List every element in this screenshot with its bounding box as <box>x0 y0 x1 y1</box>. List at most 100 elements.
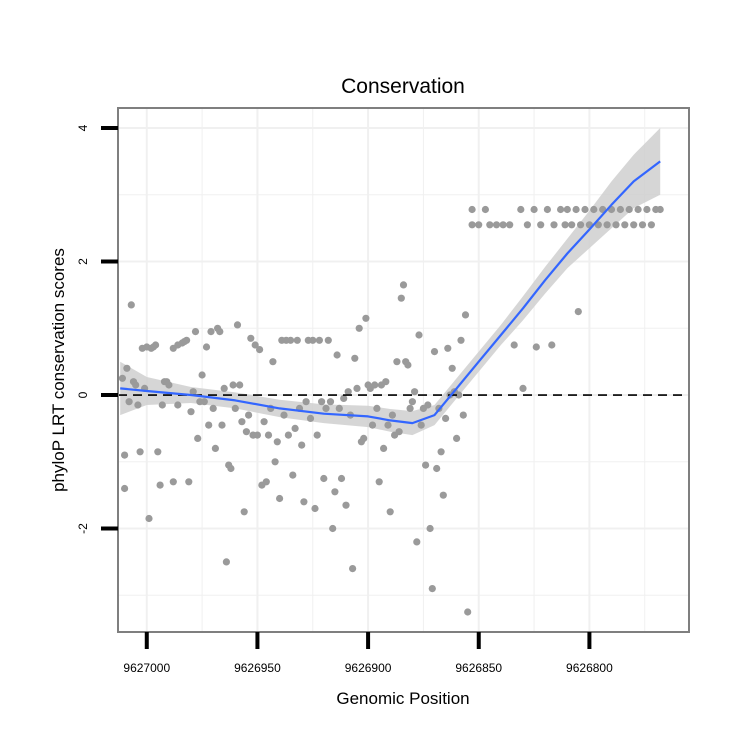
data-point <box>222 558 230 566</box>
data-point <box>322 404 330 412</box>
data-point <box>118 374 126 382</box>
data-point <box>227 464 235 473</box>
data-point <box>340 394 348 402</box>
data-point <box>413 538 421 546</box>
data-point <box>455 391 463 399</box>
data-point <box>616 205 625 214</box>
data-point <box>318 398 326 406</box>
data-point <box>324 336 332 344</box>
data-point <box>342 501 350 509</box>
data-point <box>643 205 651 214</box>
data-point <box>439 491 447 499</box>
data-point <box>300 498 308 506</box>
data-point <box>209 404 217 412</box>
y-tick-label: -2 <box>76 523 90 534</box>
data-point <box>313 431 321 439</box>
data-point <box>238 418 246 426</box>
data-point <box>406 404 414 412</box>
data-point <box>373 404 381 412</box>
x-tick-label: 9626950 <box>234 661 281 675</box>
data-point <box>121 451 129 459</box>
data-point <box>247 334 255 342</box>
data-point <box>335 404 343 412</box>
data-point <box>302 398 310 406</box>
data-point <box>134 401 142 409</box>
data-point <box>202 343 211 351</box>
data-point <box>355 324 363 332</box>
data-point <box>236 381 244 389</box>
data-point <box>399 281 408 289</box>
data-point <box>269 358 277 366</box>
data-point <box>581 205 589 214</box>
data-point <box>634 205 642 214</box>
data-point <box>349 565 357 573</box>
data-point <box>543 205 552 214</box>
y-axis-ticks: -2 0 2 4 <box>76 124 118 534</box>
x-tick-label: 9626800 <box>566 661 613 675</box>
data-point <box>519 384 527 392</box>
data-point <box>362 314 370 322</box>
data-point <box>194 434 202 442</box>
data-point <box>309 336 317 344</box>
data-point <box>444 344 452 352</box>
data-point <box>145 514 153 523</box>
data-point <box>284 431 292 439</box>
data-point <box>353 384 361 392</box>
data-point <box>426 524 434 533</box>
data-point <box>333 351 341 359</box>
data-point <box>457 336 465 344</box>
data-point <box>625 205 633 214</box>
data-point <box>165 381 173 389</box>
data-point <box>430 348 439 356</box>
data-point <box>517 205 525 214</box>
data-point <box>557 205 565 214</box>
data-point <box>125 398 133 406</box>
data-point <box>320 474 328 483</box>
data-point <box>337 474 346 483</box>
data-point <box>448 364 456 372</box>
data-point <box>433 464 441 473</box>
x-tick-label: 9626850 <box>455 661 502 675</box>
y-tick-label: 4 <box>76 124 90 131</box>
data-point <box>273 438 281 446</box>
data-point <box>331 488 339 496</box>
data-point <box>647 221 656 229</box>
data-point <box>506 221 514 229</box>
data-point <box>240 508 248 516</box>
data-point <box>154 448 162 456</box>
data-point <box>408 398 416 406</box>
data-point <box>360 434 368 442</box>
data-point <box>127 301 135 309</box>
data-point <box>229 381 237 389</box>
data-point <box>492 221 501 229</box>
data-point <box>468 205 476 214</box>
data-point <box>415 331 423 339</box>
data-point <box>475 221 483 229</box>
data-point <box>315 336 323 344</box>
data-point <box>371 381 379 389</box>
data-point <box>329 524 337 533</box>
data-point <box>417 421 425 429</box>
data-point <box>621 221 629 229</box>
data-point <box>382 378 390 386</box>
data-point <box>523 221 532 229</box>
plot-background <box>118 108 689 632</box>
data-point <box>216 328 224 336</box>
data-point <box>198 371 206 379</box>
confidence-ribbon-layer <box>120 128 661 436</box>
data-point <box>123 364 131 372</box>
data-point <box>530 205 538 214</box>
data-point <box>486 221 494 229</box>
data-point <box>326 398 335 406</box>
data-point <box>428 585 436 593</box>
data-point <box>211 444 219 452</box>
data-point <box>220 384 228 392</box>
data-point <box>468 221 476 229</box>
y-axis-label: phyloP LRT conservation scores <box>49 248 68 492</box>
data-point <box>404 361 412 369</box>
data-point <box>351 354 359 362</box>
data-point <box>603 221 611 229</box>
data-point <box>242 428 250 436</box>
data-point <box>459 411 467 419</box>
data-point <box>395 428 403 436</box>
